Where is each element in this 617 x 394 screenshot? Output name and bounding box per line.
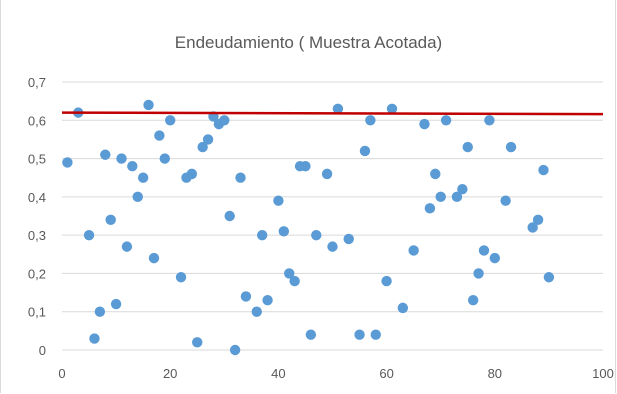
data-point bbox=[197, 141, 208, 153]
data-point bbox=[273, 195, 284, 206]
y-tick-label: 0,7 bbox=[28, 75, 46, 90]
data-point bbox=[424, 203, 436, 214]
x-tick-label: 60 bbox=[379, 366, 393, 381]
data-point bbox=[94, 306, 106, 317]
data-point bbox=[192, 337, 203, 348]
data-point bbox=[532, 214, 544, 226]
data-point bbox=[365, 115, 376, 126]
x-tick-label: 20 bbox=[163, 366, 177, 381]
data-point bbox=[484, 115, 495, 126]
data-point bbox=[435, 191, 446, 203]
data-point bbox=[105, 214, 116, 226]
x-axis-ticks: 0 20 40 60 80 100 bbox=[58, 366, 613, 381]
data-points bbox=[62, 99, 555, 356]
data-point bbox=[321, 168, 333, 180]
data-point bbox=[235, 172, 246, 183]
y-tick-label: 0,6 bbox=[28, 113, 46, 128]
data-point bbox=[278, 226, 290, 237]
data-point bbox=[224, 210, 235, 222]
reference-line bbox=[61, 111, 604, 116]
gridlines bbox=[62, 81, 603, 351]
y-tick-label: 0,3 bbox=[28, 228, 46, 243]
y-tick-label: 0 bbox=[39, 343, 46, 358]
data-point bbox=[159, 153, 170, 164]
data-point bbox=[240, 291, 252, 302]
data-point bbox=[462, 141, 473, 153]
data-point bbox=[332, 103, 344, 115]
data-point bbox=[440, 115, 452, 126]
data-point bbox=[289, 275, 300, 287]
data-point bbox=[451, 191, 463, 203]
data-point bbox=[143, 99, 154, 111]
data-point bbox=[62, 157, 73, 168]
data-point bbox=[251, 306, 262, 317]
data-point bbox=[165, 115, 176, 126]
y-axis-ticks: 0 0,1 0,2 0,3 0,4 0,5 0,6 0,7 bbox=[28, 75, 46, 358]
data-point bbox=[397, 302, 409, 314]
data-point bbox=[370, 329, 381, 340]
data-point bbox=[148, 252, 160, 264]
data-point bbox=[300, 161, 311, 172]
data-point bbox=[89, 333, 100, 344]
y-tick-label: 0,1 bbox=[28, 305, 46, 320]
data-point bbox=[110, 298, 122, 310]
data-point bbox=[284, 268, 295, 279]
y-tick-label: 0,4 bbox=[28, 190, 46, 205]
reference-line-group bbox=[61, 111, 604, 116]
x-tick-label: 100 bbox=[592, 366, 614, 381]
data-point bbox=[262, 295, 273, 306]
x-tick-label: 0 bbox=[58, 366, 65, 381]
x-tick-label: 80 bbox=[488, 366, 502, 381]
data-point bbox=[457, 184, 468, 195]
y-tick-label: 0,2 bbox=[28, 266, 46, 281]
data-point bbox=[116, 153, 127, 164]
data-point bbox=[256, 229, 268, 241]
y-tick-label: 0,5 bbox=[28, 152, 46, 167]
data-point bbox=[538, 164, 549, 176]
data-point bbox=[381, 275, 392, 287]
data-point bbox=[408, 245, 419, 256]
data-point bbox=[489, 252, 500, 264]
data-point bbox=[83, 229, 95, 241]
data-point bbox=[186, 168, 198, 180]
chart-title: Endeudamiento ( Muestra Acotada) bbox=[174, 33, 443, 52]
data-point bbox=[473, 268, 484, 279]
data-point bbox=[527, 222, 538, 233]
data-point bbox=[543, 272, 555, 283]
data-point bbox=[219, 115, 230, 126]
data-point bbox=[354, 329, 365, 340]
data-point bbox=[343, 233, 354, 245]
data-point bbox=[127, 161, 138, 172]
data-point bbox=[505, 141, 517, 153]
data-point bbox=[419, 118, 430, 130]
data-point bbox=[467, 295, 479, 306]
data-point bbox=[100, 149, 111, 160]
data-point bbox=[121, 241, 133, 252]
data-point bbox=[305, 329, 317, 340]
data-point bbox=[229, 344, 241, 356]
data-point bbox=[175, 272, 187, 283]
x-tick-label: 40 bbox=[271, 366, 285, 381]
data-point bbox=[154, 130, 165, 141]
data-point bbox=[327, 241, 338, 252]
data-point bbox=[311, 229, 322, 241]
data-point bbox=[137, 172, 149, 183]
data-point bbox=[430, 168, 441, 180]
data-point bbox=[386, 103, 398, 115]
data-point bbox=[132, 191, 143, 203]
data-point bbox=[202, 134, 214, 145]
data-point bbox=[478, 245, 490, 256]
data-point bbox=[359, 145, 371, 157]
data-point bbox=[500, 195, 511, 206]
